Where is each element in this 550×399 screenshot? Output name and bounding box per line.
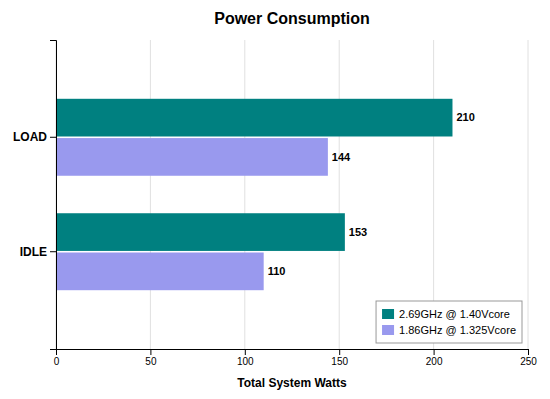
tick: LOAD bbox=[13, 130, 56, 144]
tick-label: 200 bbox=[426, 356, 443, 367]
tick-mark bbox=[434, 349, 435, 355]
axis-line bbox=[50, 41, 57, 350]
bar bbox=[56, 213, 345, 251]
bar bbox=[56, 138, 328, 176]
plot: 153 210 110 144 0 50 100 150 200 250 LOAD IDLE 2.69G… bbox=[13, 40, 537, 367]
bar bbox=[56, 99, 452, 137]
grid-line bbox=[150, 40, 151, 349]
legend-swatch bbox=[382, 309, 394, 319]
tick: 250 bbox=[520, 349, 537, 367]
tick-label: LOAD bbox=[13, 130, 47, 144]
x-axis: 0 50 100 150 200 250 bbox=[54, 349, 538, 367]
bar bbox=[56, 253, 264, 291]
legend-item: 2.69GHz @ 1.40Vcore bbox=[382, 308, 510, 320]
data-label: 144 bbox=[332, 151, 351, 163]
tick-label: 150 bbox=[331, 356, 348, 367]
data-label: 153 bbox=[349, 226, 367, 238]
bars bbox=[56, 99, 452, 290]
tick: 50 bbox=[145, 349, 157, 367]
tick: IDLE bbox=[20, 245, 56, 259]
grid bbox=[56, 40, 528, 349]
grid-line bbox=[244, 40, 245, 349]
y-axis: LOAD IDLE bbox=[13, 41, 57, 350]
axis-line bbox=[57, 350, 529, 356]
data-label: 110 bbox=[268, 265, 286, 277]
grid-line bbox=[339, 40, 340, 349]
tick: 100 bbox=[237, 349, 254, 367]
tick-mark bbox=[245, 349, 246, 355]
data-label: 210 bbox=[456, 111, 474, 123]
tick-label: 250 bbox=[520, 356, 537, 367]
grid-line bbox=[528, 40, 529, 349]
legend-swatch bbox=[382, 325, 394, 335]
tick-label: 100 bbox=[237, 356, 254, 367]
tick: 150 bbox=[331, 349, 348, 367]
data-labels: 153 210 110 144 bbox=[268, 111, 475, 277]
legend-label: 2.69GHz @ 1.40Vcore bbox=[399, 308, 510, 320]
tick: 200 bbox=[426, 349, 443, 367]
tick-mark bbox=[339, 349, 340, 355]
title: Power Consumption bbox=[214, 10, 370, 27]
tick-label: 50 bbox=[145, 356, 157, 367]
tick-mark bbox=[50, 137, 56, 138]
tick: 0 bbox=[54, 349, 60, 367]
tick-mark bbox=[528, 349, 529, 355]
x-axis-title: Total System Watts bbox=[237, 376, 347, 390]
tick-label: 0 bbox=[54, 356, 60, 367]
tick-mark bbox=[150, 349, 151, 355]
tick-label: IDLE bbox=[20, 245, 47, 259]
legend-box bbox=[376, 301, 522, 343]
tick-mark bbox=[50, 251, 56, 252]
legend: 2.69GHz @ 1.40Vcore 1.86GHz @ 1.325Vcore bbox=[376, 301, 522, 343]
chart: Power Consumption 153 210 110 144 0 50 100 150 20… bbox=[0, 0, 550, 399]
legend-label: 1.86GHz @ 1.325Vcore bbox=[399, 324, 516, 336]
legend-item: 1.86GHz @ 1.325Vcore bbox=[382, 324, 516, 336]
